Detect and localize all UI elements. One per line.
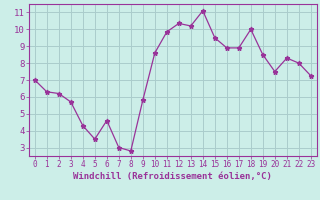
X-axis label: Windchill (Refroidissement éolien,°C): Windchill (Refroidissement éolien,°C): [73, 172, 272, 181]
